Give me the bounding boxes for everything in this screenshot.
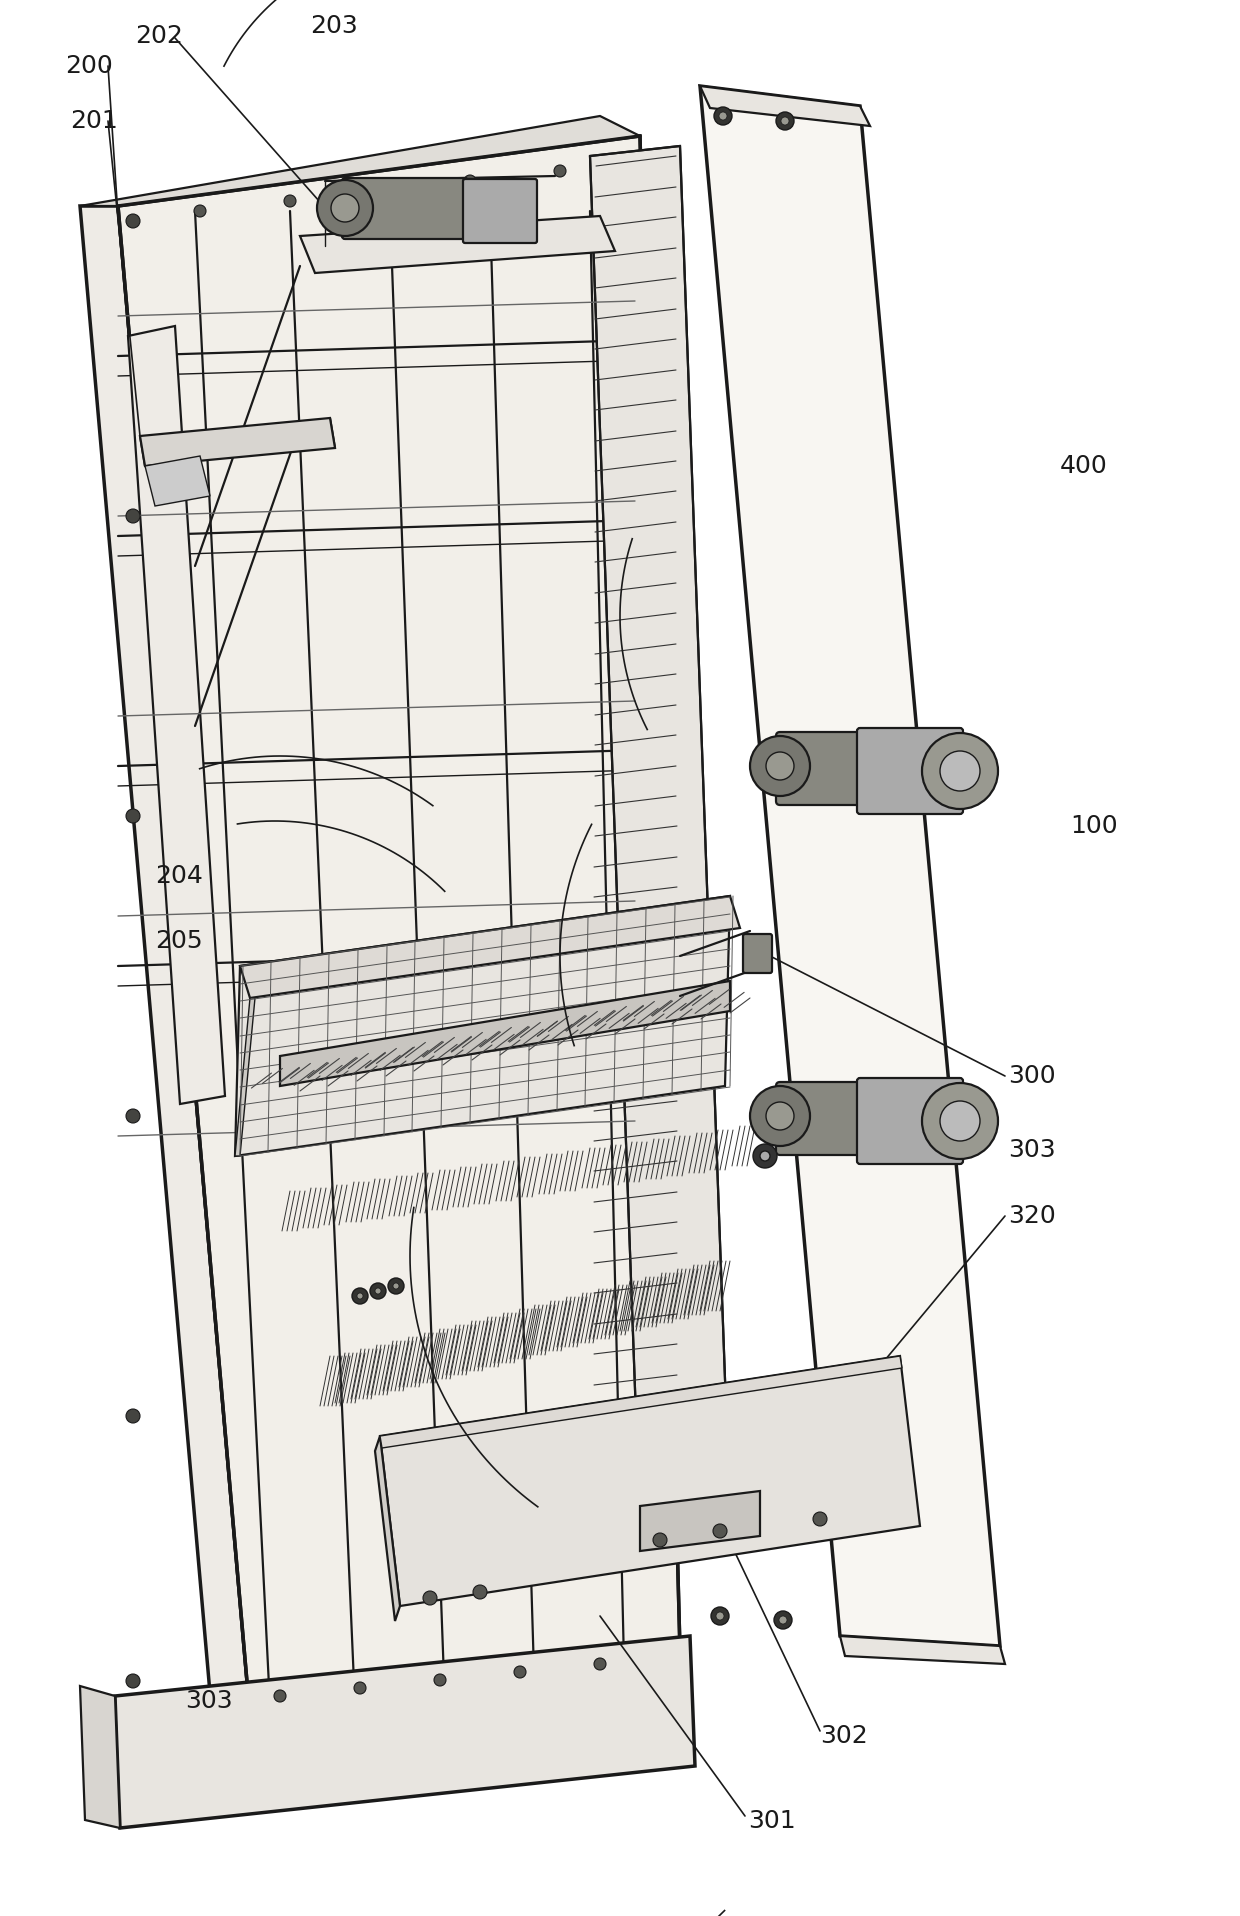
FancyBboxPatch shape — [857, 728, 963, 814]
Circle shape — [353, 1682, 366, 1694]
Circle shape — [766, 1102, 794, 1130]
Circle shape — [352, 1288, 368, 1305]
Circle shape — [940, 751, 980, 791]
Text: 303: 303 — [1008, 1138, 1055, 1161]
Text: 200: 200 — [64, 54, 113, 79]
Polygon shape — [236, 897, 730, 1155]
Text: 300: 300 — [1008, 1063, 1055, 1088]
Circle shape — [653, 1533, 667, 1546]
Text: 204: 204 — [155, 864, 203, 887]
Circle shape — [472, 1585, 487, 1600]
Circle shape — [774, 1611, 792, 1629]
Circle shape — [750, 736, 810, 795]
Circle shape — [766, 751, 794, 780]
Circle shape — [554, 165, 565, 176]
FancyBboxPatch shape — [776, 1083, 864, 1155]
Polygon shape — [280, 981, 730, 1086]
FancyBboxPatch shape — [463, 178, 537, 243]
Circle shape — [331, 194, 360, 222]
FancyBboxPatch shape — [776, 732, 864, 805]
Circle shape — [779, 1615, 787, 1625]
Polygon shape — [300, 217, 615, 272]
Circle shape — [126, 510, 140, 523]
Circle shape — [126, 809, 140, 824]
Text: 202: 202 — [135, 25, 182, 48]
Circle shape — [753, 1144, 777, 1169]
Circle shape — [940, 1102, 980, 1142]
Circle shape — [193, 205, 206, 217]
Circle shape — [711, 1608, 729, 1625]
Circle shape — [393, 1284, 399, 1289]
Polygon shape — [241, 897, 740, 998]
FancyBboxPatch shape — [743, 933, 773, 973]
Circle shape — [760, 1152, 770, 1161]
Polygon shape — [379, 1357, 901, 1448]
Polygon shape — [118, 136, 680, 1717]
Circle shape — [388, 1278, 404, 1293]
Circle shape — [781, 117, 789, 125]
Circle shape — [434, 1675, 446, 1686]
Polygon shape — [701, 86, 999, 1646]
Polygon shape — [590, 146, 730, 1525]
Circle shape — [776, 111, 794, 130]
Circle shape — [284, 195, 296, 207]
Text: 205: 205 — [155, 929, 202, 952]
Text: 301: 301 — [748, 1809, 796, 1834]
Circle shape — [374, 1288, 381, 1293]
Polygon shape — [115, 1636, 694, 1828]
Circle shape — [750, 1086, 810, 1146]
Text: 203: 203 — [310, 13, 358, 38]
Polygon shape — [839, 1636, 1004, 1663]
FancyBboxPatch shape — [342, 178, 467, 240]
Circle shape — [126, 1675, 140, 1688]
Circle shape — [374, 186, 386, 197]
Text: 303: 303 — [185, 1690, 233, 1713]
Circle shape — [813, 1512, 827, 1525]
Circle shape — [594, 1657, 606, 1671]
Polygon shape — [81, 117, 640, 207]
Circle shape — [464, 174, 476, 188]
Circle shape — [274, 1690, 286, 1701]
Circle shape — [923, 1083, 998, 1159]
FancyBboxPatch shape — [857, 1079, 963, 1165]
Polygon shape — [81, 207, 250, 1717]
Polygon shape — [140, 418, 335, 466]
Text: 320: 320 — [1008, 1203, 1055, 1228]
Circle shape — [126, 215, 140, 228]
Circle shape — [126, 1408, 140, 1424]
Polygon shape — [379, 1357, 920, 1606]
Circle shape — [715, 1611, 724, 1621]
Text: 302: 302 — [820, 1724, 868, 1747]
Circle shape — [714, 107, 732, 125]
Circle shape — [515, 1667, 526, 1678]
Circle shape — [423, 1590, 436, 1606]
Circle shape — [923, 734, 998, 809]
Circle shape — [719, 111, 727, 121]
Text: 400: 400 — [1060, 454, 1107, 477]
Circle shape — [357, 1293, 363, 1299]
Polygon shape — [374, 1435, 401, 1621]
Polygon shape — [701, 86, 870, 126]
Text: 201: 201 — [69, 109, 118, 132]
Circle shape — [713, 1523, 727, 1539]
Circle shape — [126, 1109, 140, 1123]
Polygon shape — [640, 1491, 760, 1550]
Polygon shape — [128, 326, 224, 1104]
Circle shape — [317, 180, 373, 236]
Polygon shape — [145, 456, 210, 506]
Polygon shape — [212, 1652, 684, 1734]
Polygon shape — [81, 1686, 120, 1828]
Text: 100: 100 — [1070, 814, 1117, 837]
Polygon shape — [236, 998, 255, 1155]
Circle shape — [370, 1284, 386, 1299]
